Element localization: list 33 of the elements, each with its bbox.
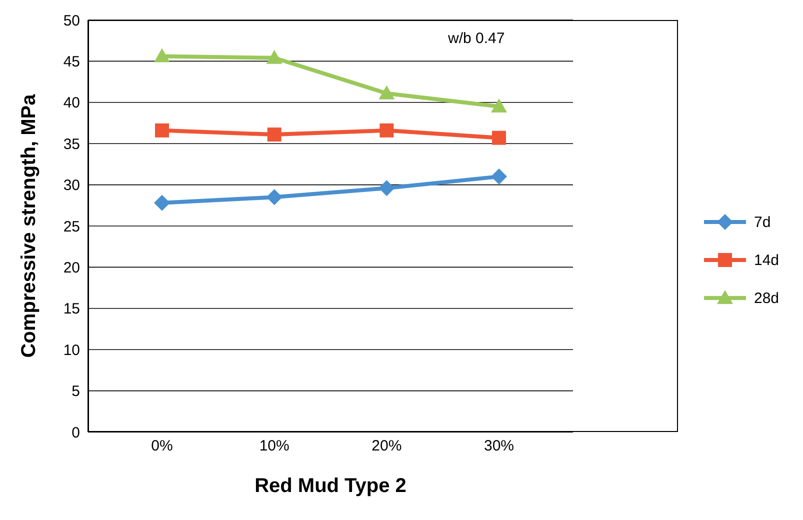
x-tick-label: 20%	[372, 438, 402, 455]
y-axis-title: Compressive strength, MPa	[18, 93, 40, 358]
point	[266, 189, 282, 206]
point	[266, 50, 282, 64]
annotation: w/b 0.47	[448, 30, 505, 47]
y-tick-label: 10	[63, 342, 80, 359]
y-tick-label: 5	[72, 383, 80, 400]
legend-label: 7d	[754, 214, 771, 230]
point	[492, 130, 506, 145]
legend-label: 14d	[754, 252, 780, 268]
point	[378, 85, 395, 100]
y-tick-label: 40	[63, 94, 80, 112]
point	[378, 180, 395, 196]
point	[155, 123, 169, 138]
y-tick-label: 20	[63, 260, 80, 277]
point	[380, 123, 394, 138]
y-tick-label: 25	[63, 218, 80, 236]
point	[491, 98, 507, 113]
y-tick-label: 35	[63, 136, 80, 153]
x-axis-title: Red Mud Type 2	[254, 475, 406, 497]
point	[491, 168, 507, 185]
point	[267, 128, 282, 142]
point	[154, 48, 170, 62]
point	[154, 194, 170, 211]
y-tick-label: 30	[63, 177, 80, 194]
y-tick-label: 50	[63, 12, 80, 30]
legend-label: 28d	[754, 290, 780, 306]
x-tick-label: 10%	[259, 438, 290, 455]
x-tick-label: 0%	[151, 438, 173, 455]
x-tick-label: 30%	[484, 438, 514, 455]
y-tick-label: 15	[63, 300, 80, 318]
y-tick-label: 0	[72, 424, 80, 442]
y-tick-label: 45	[63, 54, 80, 71]
